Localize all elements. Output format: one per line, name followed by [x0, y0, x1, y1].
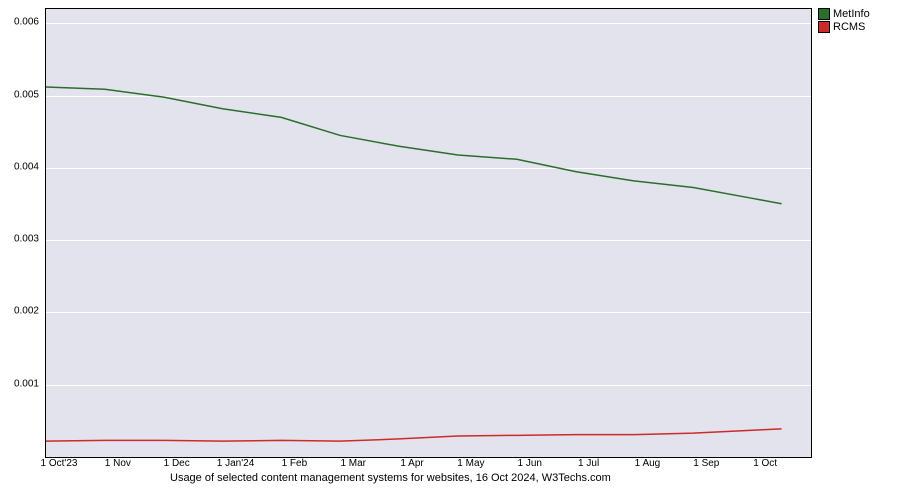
- x-tick-label: 1 Apr: [400, 458, 423, 469]
- y-tick-label: 0.006: [0, 17, 39, 28]
- x-tick-label: 1 Nov: [105, 458, 131, 469]
- x-tick-label: 1 Jun: [518, 458, 542, 469]
- series-line: [46, 429, 782, 441]
- y-tick-label: 0.005: [0, 89, 39, 100]
- x-tick-label: 1 Sep: [693, 458, 719, 469]
- y-tick-label: 0.002: [0, 306, 39, 317]
- x-tick-label: 1 Aug: [635, 458, 661, 469]
- chart-container: 0.001 0.002 0.003 0.004 0.005 0.006 1 Oct'23 1…: [0, 0, 900, 500]
- legend-label: RCMS: [833, 21, 865, 33]
- x-tick-label: 1 Dec: [164, 458, 190, 469]
- legend-label: MetInfo: [833, 8, 870, 20]
- y-tick-label: 0.004: [0, 161, 39, 172]
- legend-swatch: [818, 21, 830, 33]
- line-series-layer: [46, 9, 811, 457]
- y-tick-label: 0.001: [0, 378, 39, 389]
- legend-item: RCMS: [818, 21, 870, 33]
- x-tick-label: 1 Oct'23: [41, 458, 78, 469]
- x-tick-label: 1 Jul: [578, 458, 599, 469]
- y-tick-label: 0.003: [0, 234, 39, 245]
- x-tick-label: 1 Jan'24: [217, 458, 255, 469]
- x-tick-label: 1 May: [457, 458, 484, 469]
- x-tick-label: 1 Mar: [340, 458, 366, 469]
- chart-caption: Usage of selected content management sys…: [170, 472, 611, 484]
- legend-swatch: [818, 8, 830, 20]
- x-tick-label: 1 Oct: [753, 458, 777, 469]
- x-tick-label: 1 Feb: [282, 458, 308, 469]
- series-line: [46, 87, 782, 204]
- legend: MetInfoRCMS: [818, 8, 870, 34]
- legend-item: MetInfo: [818, 8, 870, 20]
- plot-area: [45, 8, 812, 458]
